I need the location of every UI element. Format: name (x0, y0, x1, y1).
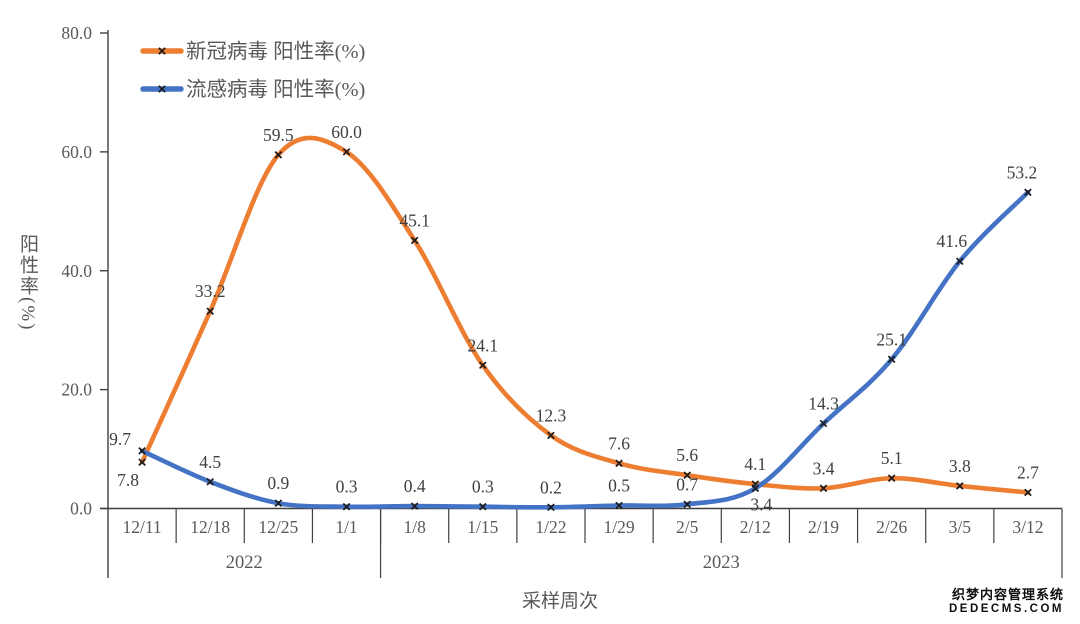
x-marker (1024, 488, 1032, 497)
flu-markers (138, 188, 1032, 512)
data-label: 14.3 (808, 394, 839, 414)
legend-label-flu: 流感病毒 阳性率(%) (186, 78, 365, 101)
x-marker (158, 85, 166, 93)
x-marker (342, 502, 351, 511)
x-marker (1024, 188, 1032, 197)
data-label: 0.3 (472, 477, 494, 497)
covid-data-labels: 7.8 33.2 59.5 60.0 45.1 24.1 12.3 7.6 5.6 4.1 3.4 5… (117, 122, 1039, 490)
data-label: 41.6 (936, 231, 967, 251)
y-tick-label: 20.0 (61, 380, 92, 400)
x-marker (955, 482, 964, 490)
legend-label-covid: 新冠病毒 阳性率(%) (186, 40, 365, 63)
x-marker (478, 502, 487, 511)
data-label: 2.7 (1017, 462, 1039, 482)
legend: 新冠病毒 阳性率(%) 流感病毒 阳性率(%) (140, 40, 365, 101)
x-tick-label: 2/26 (876, 517, 907, 537)
data-label: 0.9 (267, 473, 289, 493)
x-marker (547, 431, 555, 440)
x-marker (410, 236, 419, 245)
data-label: 24.1 (467, 335, 498, 355)
data-label: 33.2 (195, 281, 226, 301)
flu-data-labels: 9.7 4.5 0.9 0.3 0.4 0.3 0.2 0.5 0.7 3.4 14.3 25.1 41… (109, 162, 1037, 514)
x-tick-label: 2/5 (676, 517, 699, 537)
x-marker (342, 148, 351, 156)
covid-markers (138, 148, 1032, 497)
y-tick-label: 60.0 (61, 142, 92, 162)
data-label: 3.8 (949, 456, 971, 476)
data-label: 7.6 (608, 433, 630, 453)
x-marker (683, 471, 692, 480)
x-marker (615, 501, 623, 510)
y-tick-label: 0.0 (70, 499, 92, 519)
y-axis-title: 阳性率(%) (17, 234, 38, 332)
x-marker (819, 484, 828, 493)
watermark-line2: DEDECMS.COM (948, 602, 1064, 615)
data-label: 3.4 (750, 494, 772, 514)
data-label: 0.7 (676, 474, 698, 494)
data-label: 4.1 (744, 454, 766, 474)
x-tick-label: 1/29 (604, 517, 635, 537)
data-label: 3.4 (813, 458, 835, 478)
data-label: 59.5 (263, 125, 294, 145)
data-label: 0.5 (608, 476, 630, 496)
x-marker (887, 355, 896, 364)
x-tick-label: 12/11 (122, 517, 161, 537)
x-marker (887, 474, 896, 482)
data-label: 9.7 (109, 429, 131, 449)
x-marker (751, 484, 760, 493)
watermark: 织梦内容管理系统 DEDECMS.COM (948, 586, 1064, 616)
x-tick-label: 1/22 (535, 517, 566, 537)
data-label: 25.1 (876, 329, 907, 349)
x-marker (206, 307, 215, 315)
x-tick-label: 1/8 (403, 517, 426, 537)
year-group-label: 2023 (703, 553, 740, 573)
x-tick-label: 1/1 (335, 517, 357, 537)
x-marker (206, 477, 215, 486)
data-label: 45.1 (399, 210, 430, 230)
x-tick-label: 3/12 (1012, 517, 1043, 537)
x-tick-label: 12/18 (190, 517, 230, 537)
x-marker (683, 500, 692, 509)
data-label: 7.8 (117, 470, 139, 490)
data-label: 12.3 (536, 405, 567, 425)
watermark-line1: 织梦内容管理系统 (951, 586, 1064, 602)
data-label: 5.1 (881, 448, 903, 468)
x-marker (138, 447, 146, 455)
data-label: 60.0 (331, 122, 362, 142)
data-label: 4.5 (199, 452, 221, 472)
x-marker (158, 47, 166, 55)
data-label: 0.3 (336, 477, 358, 497)
x-tick-label: 2/19 (808, 517, 839, 537)
y-tick-label: 80.0 (61, 23, 92, 43)
x-tick-label: 1/15 (467, 517, 498, 537)
x-marker (955, 257, 964, 266)
data-label: 53.2 (1007, 162, 1038, 182)
data-label: 0.2 (540, 477, 562, 497)
x-tick-label: 12/25 (258, 517, 298, 537)
data-label: 0.4 (404, 476, 426, 496)
x-tick-label: 2/12 (740, 517, 771, 537)
year-group-label: 2022 (226, 553, 263, 573)
x-marker (274, 499, 283, 507)
x-marker (478, 361, 487, 370)
covid-series (139, 135, 1031, 495)
x-tick-label: 3/5 (949, 517, 972, 537)
x-marker (138, 458, 146, 466)
x-marker (547, 503, 555, 512)
covid-line (139, 135, 1031, 495)
x-axis-title: 采样周次 (521, 591, 598, 612)
x-marker (615, 459, 623, 468)
axes: 0.0 20.0 40.0 60.0 80.0 12/11 12/18 12/25 1/1 1/8… (61, 23, 1063, 578)
y-tick-label: 40.0 (61, 261, 92, 281)
data-label: 5.6 (676, 445, 698, 465)
x-marker (274, 151, 283, 159)
x-marker (819, 419, 828, 428)
x-marker (410, 502, 419, 510)
